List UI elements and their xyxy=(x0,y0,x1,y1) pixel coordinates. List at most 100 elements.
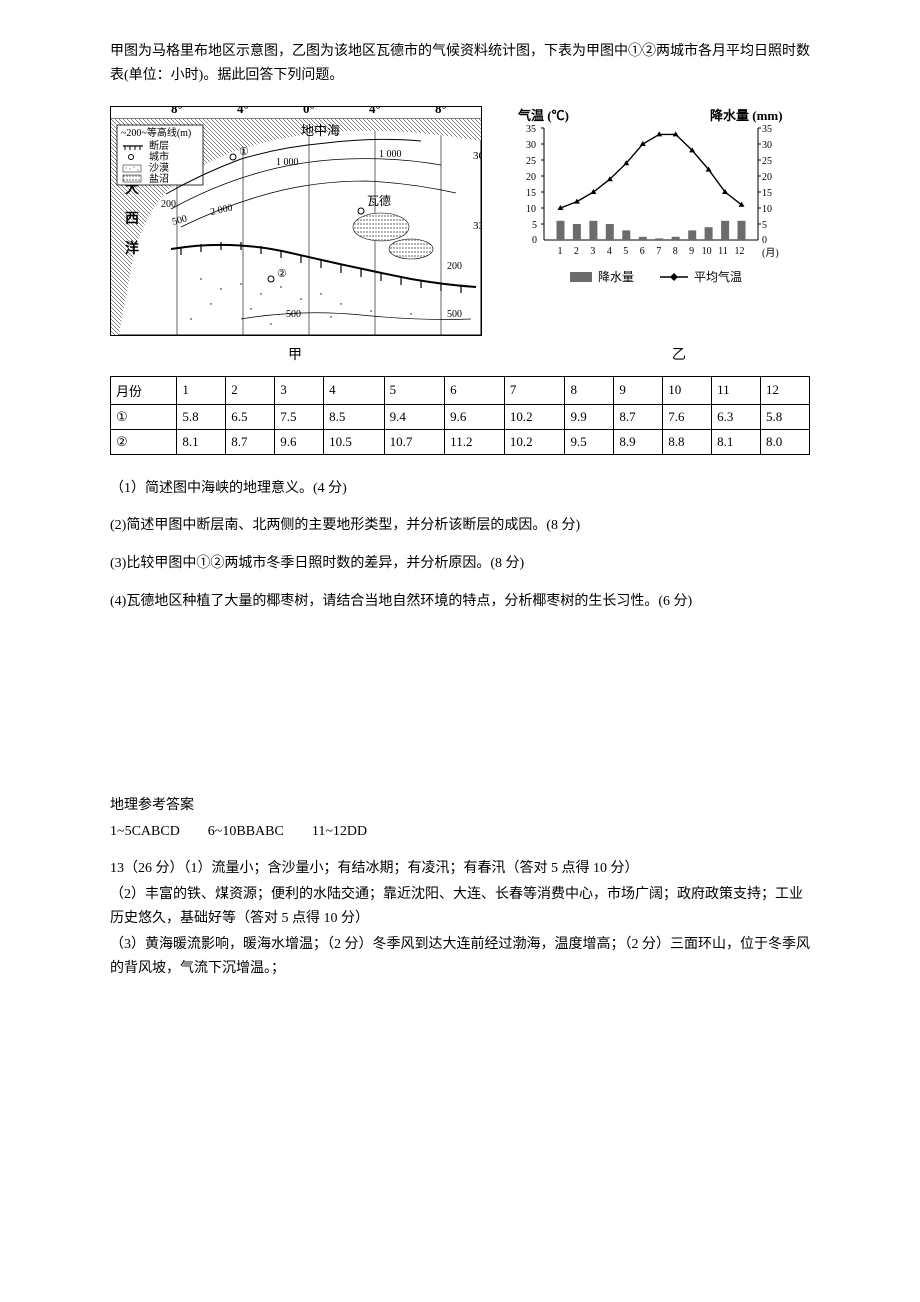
table-cell: 8.8 xyxy=(663,429,712,454)
table-cell: 月份 xyxy=(111,376,177,404)
table-cell: 8 xyxy=(565,376,614,404)
chart-legend: 降水量 平均气温 xyxy=(570,269,742,284)
temp-markers xyxy=(557,131,744,210)
legend-title: ~200~等高线(m) xyxy=(121,126,191,139)
svg-text:20: 20 xyxy=(526,172,536,183)
table-cell: 9.6 xyxy=(275,429,324,454)
svg-text:15: 15 xyxy=(526,188,536,199)
cont-e-1000: 1 000 xyxy=(379,149,402,160)
svg-text:15: 15 xyxy=(762,188,772,199)
table-cell: 8.7 xyxy=(614,404,663,429)
svg-text:25: 25 xyxy=(526,156,536,167)
svg-text:10: 10 xyxy=(762,204,772,215)
table-cell: 10.5 xyxy=(324,429,385,454)
legend-desert: 沙漠 xyxy=(149,162,169,174)
plot-area: 35 30 25 20 15 10 5 0 xyxy=(526,124,779,259)
questions: （1）简述图中海峡的地理意义。(4 分) (2)简述甲图中断层南、北两侧的主要地… xyxy=(110,477,810,614)
svg-text:5: 5 xyxy=(762,220,767,231)
table-cell: 8.1 xyxy=(712,429,761,454)
map-figure: 8° 4° 0° 4° 8° 36 33 地中海 大 西 洋 xyxy=(110,106,482,336)
figures-row: 8° 4° 0° 4° 8° 36 33 地中海 大 西 洋 xyxy=(110,106,810,336)
city-1 xyxy=(230,154,236,160)
table-cell: 10.2 xyxy=(504,404,565,429)
table-row: ②8.18.79.610.510.711.210.29.58.98.88.18.… xyxy=(111,429,810,454)
table-cell: 8.9 xyxy=(614,429,663,454)
intro-text: 甲图为马格里布地区示意图，乙图为该地区瓦德市的气候资料统计图，下表为甲图中①②两… xyxy=(110,40,810,88)
table-cell: 1 xyxy=(177,376,226,404)
table-cell: 7 xyxy=(504,376,565,404)
precip-axis-label: 降水量 (mm) xyxy=(710,108,783,123)
right-ticks: 35 30 25 20 15 10 5 0 xyxy=(758,124,772,246)
desert-dots xyxy=(190,278,411,324)
svg-text:9: 9 xyxy=(689,246,694,257)
table-cell: 8.7 xyxy=(226,429,275,454)
svg-text:0: 0 xyxy=(762,235,767,246)
svg-text:10: 10 xyxy=(526,204,536,215)
table-cell: 6.3 xyxy=(712,404,761,429)
table-cell: 2 xyxy=(226,376,275,404)
ocean-l2: 西 xyxy=(125,211,139,227)
svg-text:25: 25 xyxy=(762,156,772,167)
caption-map: 甲 xyxy=(110,344,480,364)
a13-3: （3）黄海暖流影响，暖海水增温；（2 分）冬季风到达大连前经过渤海，温度增高；（… xyxy=(110,933,810,981)
legend-precip: 降水量 xyxy=(598,270,634,284)
svg-text:11: 11 xyxy=(718,246,728,257)
city-2-label: ② xyxy=(277,268,287,280)
table-cell: 9.9 xyxy=(565,404,614,429)
sunshine-table: 月份123456789101112 ①5.86.57.58.59.49.610.… xyxy=(110,376,810,455)
lon-8w: 8° xyxy=(171,106,183,116)
table-cell: 10.7 xyxy=(384,429,445,454)
chart-wrapper: 气温 (℃) 降水量 (mm) 35 30 25 20 15 10 5 0 xyxy=(510,106,810,301)
cont-w-2000: 2 000 xyxy=(209,202,233,217)
salt-1 xyxy=(353,213,409,241)
lat-36: 36 xyxy=(473,150,482,162)
table-cell: 10 xyxy=(663,376,712,404)
answers-title: 地理参考答案 xyxy=(110,794,810,818)
table-cell: 7.5 xyxy=(275,404,324,429)
table-cell: 8.5 xyxy=(324,404,385,429)
cont-w-500: 500 xyxy=(171,213,188,228)
table-cell: 6 xyxy=(445,376,505,404)
temp-line xyxy=(561,134,742,208)
x-labels: 123456789101112 xyxy=(557,246,744,257)
svg-text:35: 35 xyxy=(526,124,536,135)
left-ticks: 35 30 25 20 15 10 5 0 xyxy=(526,124,544,246)
svg-text:20: 20 xyxy=(762,172,772,183)
svg-text:0: 0 xyxy=(532,235,537,246)
table-cell: ② xyxy=(111,429,177,454)
svg-text:35: 35 xyxy=(762,124,772,135)
table-cell: 3 xyxy=(275,376,324,404)
captions: 甲 乙 xyxy=(110,344,810,364)
svg-text:30: 30 xyxy=(526,140,536,151)
table-cell: 4 xyxy=(324,376,385,404)
table-cell: 6.5 xyxy=(226,404,275,429)
svg-text:10: 10 xyxy=(702,246,712,257)
city-wade-label: 瓦德 xyxy=(367,193,391,208)
climate-chart: 气温 (℃) 降水量 (mm) 35 30 25 20 15 10 5 0 xyxy=(510,106,810,296)
svg-text:7: 7 xyxy=(656,246,661,257)
table-cell: 9 xyxy=(614,376,663,404)
lon-4w: 4° xyxy=(237,106,249,116)
lon-8e: 8° xyxy=(435,106,447,116)
city-wade xyxy=(358,208,364,214)
table-cell: 12 xyxy=(761,376,810,404)
table-cell: 11.2 xyxy=(445,429,505,454)
q2: (2)简述甲图中断层南、北两侧的主要地形类型，并分析该断层的成因。(8 分) xyxy=(110,514,810,538)
legend-city: 城市 xyxy=(149,150,169,163)
cont-s-500: 500 xyxy=(286,309,301,320)
svg-text:6: 6 xyxy=(640,246,645,257)
lat-33: 33 xyxy=(473,220,482,232)
caption-chart: 乙 xyxy=(508,344,810,364)
ocean-l3: 洋 xyxy=(125,240,139,257)
table-cell: ① xyxy=(111,404,177,429)
q4: (4)瓦德地区种植了大量的椰枣树，请结合当地自然环境的特点，分析椰枣树的生长习性… xyxy=(110,590,810,614)
legend-temp: 平均气温 xyxy=(694,269,742,284)
table-row: ①5.86.57.58.59.49.610.29.98.77.66.35.8 xyxy=(111,404,810,429)
temp-axis-label: 气温 (℃) xyxy=(518,108,569,123)
lon-4e: 4° xyxy=(369,106,381,116)
table-cell: 8.1 xyxy=(177,429,226,454)
q1: （1）简述图中海峡的地理意义。(4 分) xyxy=(110,477,810,501)
svg-text:2: 2 xyxy=(574,246,579,257)
table-cell: 5.8 xyxy=(761,404,810,429)
svg-text:30: 30 xyxy=(762,140,772,151)
